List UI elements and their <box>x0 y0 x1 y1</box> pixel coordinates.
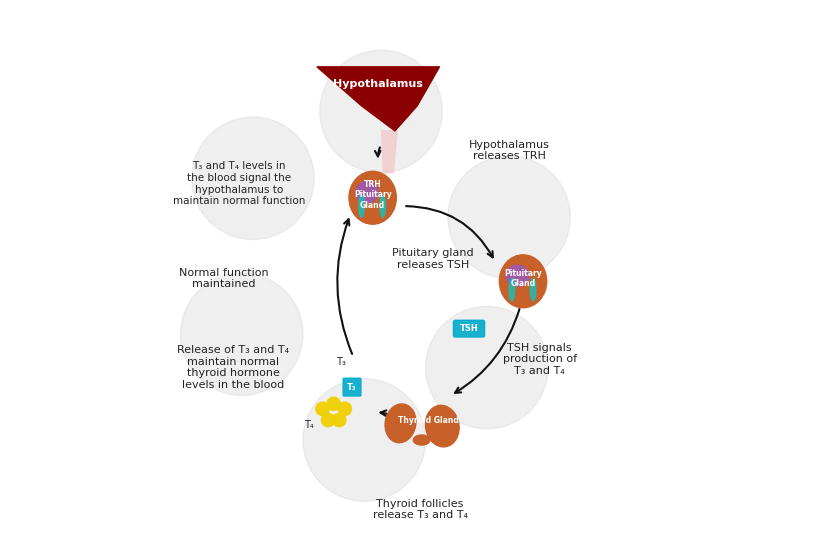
Polygon shape <box>317 67 439 131</box>
Circle shape <box>316 402 329 416</box>
Ellipse shape <box>359 195 365 217</box>
Ellipse shape <box>425 405 459 447</box>
Polygon shape <box>381 131 397 173</box>
FancyBboxPatch shape <box>343 378 361 396</box>
Ellipse shape <box>380 195 386 217</box>
Circle shape <box>333 413 346 427</box>
Text: Thyroid Gland: Thyroid Gland <box>398 416 459 425</box>
Circle shape <box>322 413 335 427</box>
Text: Pituitary gland
releases TSH: Pituitary gland releases TSH <box>391 248 474 270</box>
Ellipse shape <box>509 278 515 301</box>
Ellipse shape <box>499 255 547 308</box>
FancyBboxPatch shape <box>454 320 485 337</box>
Text: Normal function
maintained: Normal function maintained <box>179 268 269 289</box>
Ellipse shape <box>385 404 416 443</box>
Circle shape <box>303 379 426 501</box>
Text: TSH signals
production of
T₃ and T₄: TSH signals production of T₃ and T₄ <box>502 343 577 376</box>
Ellipse shape <box>356 182 378 203</box>
Text: T₃: T₃ <box>347 383 357 392</box>
Text: Hypothalamus
releases TRH: Hypothalamus releases TRH <box>469 140 549 161</box>
Text: TRH
Pituitary
Gland: TRH Pituitary Gland <box>354 180 391 210</box>
Text: T₄: T₄ <box>304 420 313 430</box>
Text: Pituitary
Gland: Pituitary Gland <box>504 269 542 288</box>
Circle shape <box>327 397 340 411</box>
Text: T₃ and T₄ levels in
the blood signal the
hypothalamus to
maintain normal functio: T₃ and T₄ levels in the blood signal the… <box>173 162 305 206</box>
Ellipse shape <box>413 435 430 445</box>
Circle shape <box>181 273 303 395</box>
Text: TSH: TSH <box>459 324 479 333</box>
Circle shape <box>426 306 549 429</box>
Text: Hypothalamus: Hypothalamus <box>333 79 423 89</box>
Circle shape <box>192 117 314 240</box>
Circle shape <box>320 50 443 173</box>
Circle shape <box>339 402 351 416</box>
Ellipse shape <box>349 172 396 224</box>
Text: T₃: T₃ <box>336 357 346 367</box>
Ellipse shape <box>530 278 536 301</box>
Ellipse shape <box>507 265 528 286</box>
Circle shape <box>448 156 570 278</box>
Text: Thyroid follicles
release T₃ and T₄: Thyroid follicles release T₃ and T₄ <box>372 499 468 520</box>
Text: Release of T₃ and T₄
maintain normal
thyroid hormone
levels in the blood: Release of T₃ and T₄ maintain normal thy… <box>177 345 290 390</box>
